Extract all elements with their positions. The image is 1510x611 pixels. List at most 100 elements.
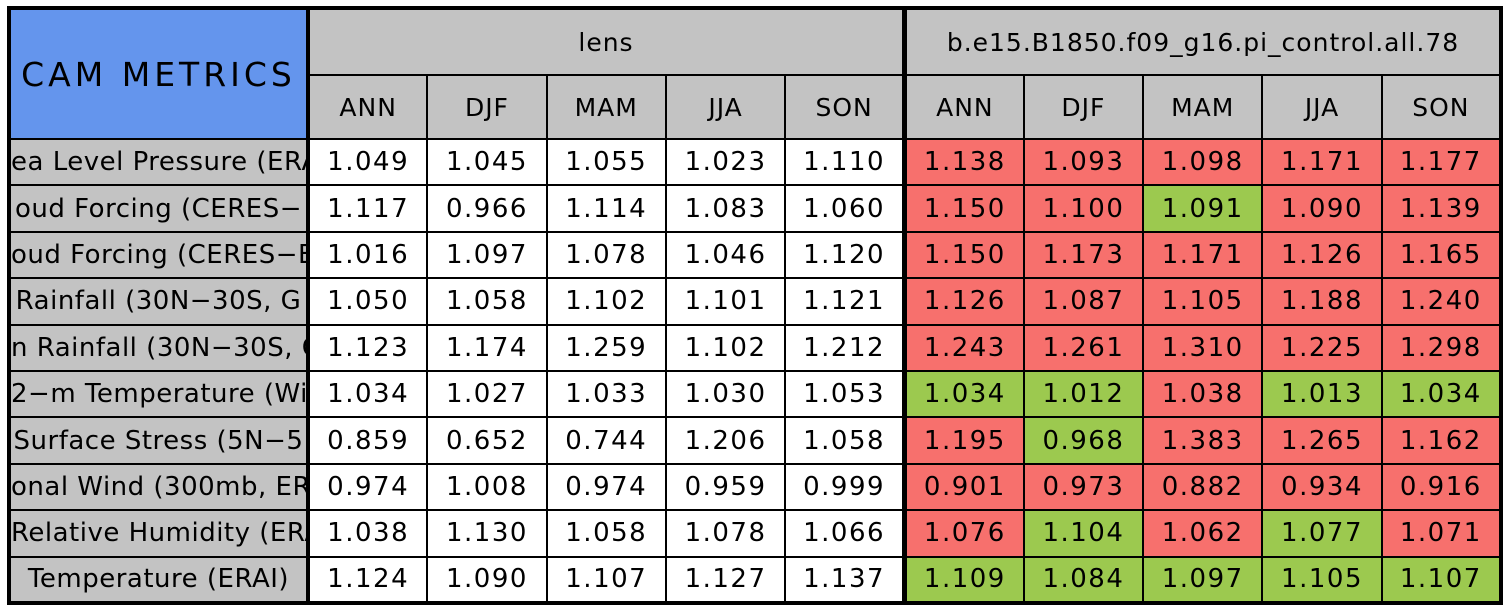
lens-value-cell: 1.259 (545, 323, 667, 372)
lens-value-cell: 1.058 (426, 277, 548, 326)
table-row: Relative Humidity (ERAI 1.038 1.130 1.058 1.… (8, 509, 1503, 558)
control-value-cell: 1.034 (1380, 369, 1503, 419)
lens-value-cell: 1.206 (664, 416, 787, 465)
lens-value-cell: 1.078 (664, 509, 787, 558)
lens-value-cell: 1.023 (664, 137, 787, 187)
lens-value-cell: 0.859 (306, 416, 429, 465)
control-value-cell: 0.973 (1022, 462, 1145, 512)
lens-value-cell: 1.058 (545, 509, 667, 558)
table-row: Surface Stress (5N−5 0.859 0.652 0.744 1.206… (8, 416, 1503, 465)
control-value-cell: 1.265 (1261, 416, 1383, 465)
control-value-cell: 1.177 (1380, 137, 1503, 187)
row-label: ea Level Pressure (ERAI (8, 137, 310, 187)
control-value-cell: 1.298 (1380, 323, 1503, 372)
table-row: ea Level Pressure (ERAI 1.049 1.045 1.055 1.… (8, 137, 1503, 187)
lens-value-cell: 1.066 (784, 509, 906, 558)
control-value-cell: 1.013 (1261, 369, 1383, 419)
lens-value-cell: 0.974 (306, 462, 429, 512)
lens-value-cell: 1.053 (784, 369, 906, 419)
control-value-cell: 1.171 (1261, 137, 1383, 187)
row-label: Surface Stress (5N−5 (8, 416, 310, 465)
control-value-cell: 1.261 (1022, 323, 1145, 372)
lens-value-cell: 0.999 (784, 462, 906, 512)
control-value-cell: 1.087 (1022, 277, 1145, 326)
season-header-lens-jja: JJA (664, 74, 787, 140)
control-value-cell: 1.188 (1261, 277, 1383, 326)
lens-value-cell: 1.212 (784, 323, 906, 372)
row-label: n Rainfall (30N−30S, G (8, 323, 310, 372)
control-value-cell: 1.093 (1022, 137, 1145, 187)
control-value-cell: 1.097 (1142, 555, 1264, 605)
control-value-cell: 1.171 (1142, 230, 1264, 280)
lens-value-cell: 1.130 (426, 509, 548, 558)
lens-value-cell: 1.027 (426, 369, 548, 419)
lens-value-cell: 1.008 (426, 462, 548, 512)
lens-value-cell: 1.107 (545, 555, 667, 605)
lens-value-cell: 1.102 (664, 323, 787, 372)
control-value-cell: 1.076 (901, 509, 1025, 558)
season-header-control-jja: JJA (1261, 74, 1383, 140)
lens-value-cell: 1.127 (664, 555, 787, 605)
control-value-cell: 1.173 (1022, 230, 1145, 280)
lens-value-cell: 1.058 (784, 416, 906, 465)
control-value-cell: 1.165 (1380, 230, 1503, 280)
control-value-cell: 0.916 (1380, 462, 1503, 512)
lens-value-cell: 1.121 (784, 277, 906, 326)
control-value-cell: 1.162 (1380, 416, 1503, 465)
control-value-cell: 1.090 (1261, 184, 1383, 233)
table-row: Rainfall (30N−30S, G 1.050 1.058 1.102 1.101… (8, 277, 1503, 326)
row-label: Relative Humidity (ERAI (8, 509, 310, 558)
control-value-cell: 1.126 (901, 277, 1025, 326)
lens-value-cell: 1.124 (306, 555, 429, 605)
control-value-cell: 1.195 (901, 416, 1025, 465)
control-value-cell: 1.310 (1142, 323, 1264, 372)
lens-value-cell: 0.966 (426, 184, 548, 233)
row-label: Temperature (ERAI) (8, 555, 310, 605)
season-header-lens-ann: ANN (306, 74, 429, 140)
lens-value-cell: 1.120 (784, 230, 906, 280)
lens-value-cell: 1.030 (664, 369, 787, 419)
control-value-cell: 1.071 (1380, 509, 1503, 558)
lens-value-cell: 1.114 (545, 184, 667, 233)
lens-value-cell: 0.959 (664, 462, 787, 512)
lens-value-cell: 1.123 (306, 323, 429, 372)
lens-value-cell: 1.046 (664, 230, 787, 280)
lens-value-cell: 1.110 (784, 137, 906, 187)
control-value-cell: 1.038 (1142, 369, 1264, 419)
table-row: oud Forcing (CERES− 1.117 0.966 1.114 1.083 1… (8, 184, 1503, 233)
control-value-cell: 1.138 (901, 137, 1025, 187)
lens-value-cell: 1.083 (664, 184, 787, 233)
control-value-cell: 1.139 (1380, 184, 1503, 233)
control-value-cell: 1.034 (901, 369, 1025, 419)
control-value-cell: 1.109 (901, 555, 1025, 605)
lens-value-cell: 1.033 (545, 369, 667, 419)
row-label: onal Wind (300mb, ERA (8, 462, 310, 512)
group-header-lens: lens (306, 7, 906, 76)
season-header-lens-son: SON (784, 74, 906, 140)
lens-value-cell: 1.038 (306, 509, 429, 558)
season-header-lens-mam: MAM (545, 74, 667, 140)
lens-value-cell: 1.034 (306, 369, 429, 419)
season-header-row: ANN DJF MAM JJA SON ANN DJF MAM JJA SON (9, 74, 1503, 140)
control-value-cell: 1.105 (1261, 555, 1383, 605)
lens-value-cell: 1.174 (426, 323, 548, 372)
lens-value-cell: 0.974 (545, 462, 667, 512)
season-header-lens-djf: DJF (426, 74, 548, 140)
lens-value-cell: 1.090 (426, 555, 548, 605)
lens-value-cell: 1.097 (426, 230, 548, 280)
season-header-control-djf: DJF (1022, 74, 1145, 140)
lens-value-cell: 1.055 (545, 137, 667, 187)
lens-value-cell: 1.102 (545, 277, 667, 326)
lens-value-cell: 0.744 (545, 416, 667, 465)
control-value-cell: 1.383 (1142, 416, 1264, 465)
lens-value-cell: 1.101 (664, 277, 787, 326)
table-row: Temperature (ERAI) 1.124 1.090 1.107 1.127 1.… (8, 555, 1503, 605)
season-header-control-ann: ANN (901, 74, 1025, 140)
row-label: 2−m Temperature (Wil (8, 369, 310, 419)
cam-metrics-table: CAM METRICS lens b.e15.B1850.f09_g16.pi_… (7, 6, 1503, 605)
group-header-row: CAM METRICS lens b.e15.B1850.f09_g16.pi_… (8, 7, 1502, 140)
lens-value-cell: 1.049 (306, 137, 429, 187)
row-label: Rainfall (30N−30S, G (8, 277, 310, 326)
control-value-cell: 0.934 (1261, 462, 1383, 512)
